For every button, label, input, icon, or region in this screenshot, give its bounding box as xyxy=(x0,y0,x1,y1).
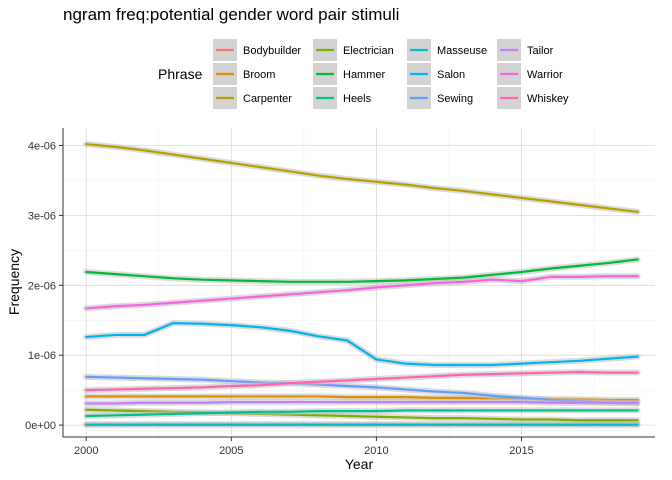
series-layer xyxy=(83,141,641,428)
x-tick-label: 2015 xyxy=(509,445,533,457)
legend-label: Heels xyxy=(343,93,372,105)
y-tick-label: 2e-06 xyxy=(28,280,56,292)
legend: Bodybuilder Broom Carpenter Electrician Hamm… xyxy=(213,39,569,109)
series-line xyxy=(85,321,639,367)
y-tick-label: 3e-06 xyxy=(28,210,56,222)
series-line xyxy=(85,275,639,310)
y-tick-label: 0e+00 xyxy=(25,420,56,432)
y-tick-label: 1e-06 xyxy=(28,350,56,362)
legend-label: Tailor xyxy=(527,45,554,57)
legend-label: Electrician xyxy=(343,45,394,57)
legend-label: Warrior xyxy=(527,69,563,81)
legend-item-whiskey: Whiskey xyxy=(497,87,569,109)
x-tick-label: 2010 xyxy=(364,445,388,457)
series-hammer xyxy=(83,256,641,285)
legend-item-heels: Heels xyxy=(313,87,372,109)
legend-item-hammer: Hammer xyxy=(313,63,386,85)
x-tick-label: 2000 xyxy=(74,445,98,457)
series-line xyxy=(85,400,639,405)
legend-item-warrior: Warrior xyxy=(497,63,563,85)
legend-item-tailor: Tailor xyxy=(497,39,554,61)
legend-item-masseuse: Masseuse xyxy=(407,39,487,61)
axes xyxy=(62,128,655,438)
legend-label: Masseuse xyxy=(437,45,487,57)
series-line xyxy=(85,142,639,213)
series-salon xyxy=(83,320,641,368)
x-axis-title: Year xyxy=(345,456,374,472)
series-band xyxy=(83,320,641,368)
series-tailor xyxy=(83,399,641,407)
x-tick-label: 2005 xyxy=(219,445,243,457)
legend-label: Sewing xyxy=(437,93,473,105)
series-sewing xyxy=(83,373,641,407)
legend-item-salon: Salon xyxy=(407,63,465,85)
chart-title: ngram freq:potential gender word pair st… xyxy=(63,5,399,24)
legend-label: Salon xyxy=(437,69,465,81)
series-line xyxy=(85,375,639,405)
tick-labels: 2000 2005 2010 2015 0e+00 1e-06 2e-06 3e-06 4e-0… xyxy=(25,140,534,457)
legend-item-carpenter: Carpenter xyxy=(213,87,292,109)
legend-label: Broom xyxy=(243,69,275,81)
series-line xyxy=(85,370,639,392)
legend-item-sewing: Sewing xyxy=(407,87,473,109)
series-carpenter xyxy=(83,141,641,215)
legend-item-bodybuilder: Bodybuilder xyxy=(213,39,301,61)
y-axis-title: Frequency xyxy=(6,249,22,315)
legend-label: Hammer xyxy=(343,69,386,81)
legend-label: Carpenter xyxy=(243,93,292,105)
series-heels xyxy=(83,407,641,420)
legend-label: Whiskey xyxy=(527,93,569,105)
series-whiskey xyxy=(83,368,641,394)
y-tick-label: 4e-06 xyxy=(28,140,56,152)
series-warrior xyxy=(83,273,641,312)
legend-label: Bodybuilder xyxy=(243,45,301,57)
series-line xyxy=(85,409,639,418)
legend-title: Phrase xyxy=(158,66,203,82)
legend-item-broom: Broom xyxy=(213,63,275,85)
series-line xyxy=(85,258,639,283)
legend-item-electrician: Electrician xyxy=(313,39,394,61)
